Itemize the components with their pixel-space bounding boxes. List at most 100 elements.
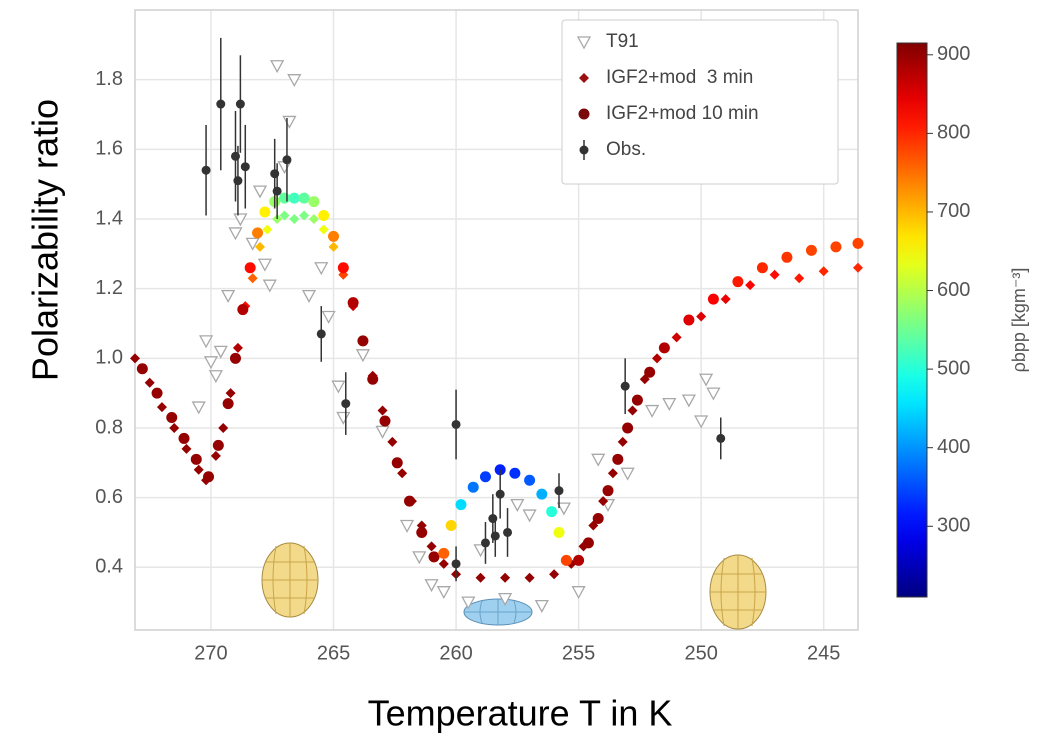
data-point [607,468,618,479]
data-point [490,531,500,541]
data-point [403,495,415,507]
data-point [645,404,660,418]
data-point [495,489,505,499]
data-point [438,558,449,569]
data-point [683,314,695,326]
colorbar-tick-label: 600 [937,279,970,301]
prolate-icon [709,554,767,630]
data-point [169,422,180,433]
data-point [451,419,461,429]
data-point [254,241,265,252]
data-point [331,380,346,394]
data-point [387,436,398,447]
oblate-icon [463,598,533,626]
data-point [617,436,628,447]
plot-frame [134,9,859,631]
data-point [252,227,264,239]
data-point [480,538,490,548]
legend-label: IGF2+mod 3 min [606,67,753,88]
data-point [210,450,221,461]
data-point [522,509,537,523]
x-axis-label: Temperature T in K [368,693,673,734]
data-point [201,165,211,175]
colorbar-tick-label: 700 [937,200,970,222]
data-point [282,155,292,165]
data-point [166,412,178,424]
y-tick-label: 1.2 [95,277,123,299]
data-point [428,551,440,563]
colorbar-tick-label: 500 [937,357,970,379]
data-point [573,554,585,566]
data-point [509,467,521,479]
data-point [191,401,206,415]
data-point [598,496,609,507]
data-point [136,363,148,375]
data-point [696,311,707,322]
data-point [622,422,634,434]
data-point [245,237,260,251]
legend-marker [578,108,590,120]
data-point [229,352,241,364]
data-point [259,206,271,218]
data-point [336,411,351,425]
data-point [592,513,604,525]
data-point [203,356,219,370]
data-point [178,432,190,444]
data-point [151,387,163,399]
data-point [475,572,486,583]
data-point [156,402,167,413]
data-point [612,453,624,465]
data-point [355,349,371,363]
data-point [706,387,721,401]
x-tick-label: 255 [562,642,595,664]
legend-label: IGF2+mod 10 min [606,103,759,124]
data-point [662,397,677,411]
data-point [233,176,243,186]
data-point [707,293,719,305]
data-point [658,342,670,354]
data-point [416,526,428,538]
data-point [212,439,224,451]
data-point [438,547,450,559]
colorbar-tick-label: 900 [937,43,970,65]
data-point [732,276,744,288]
data-point [391,457,403,469]
data-point [426,541,437,552]
data-point [479,471,491,483]
data-point [193,464,204,475]
y-axis-label: Polarizability ratio [25,99,66,381]
data-point [357,335,369,347]
data-point [347,297,359,309]
data-point [244,262,256,274]
data-point [337,262,349,274]
data-point [399,519,415,533]
data-point [720,294,731,305]
legend-marker [576,36,592,50]
data-point [602,485,614,497]
data-point [379,415,391,427]
y-tick-label: 0.8 [95,416,123,438]
data-point [397,468,408,479]
legend-label: T91 [606,31,639,52]
data-point [235,99,245,109]
prolate-icon [261,542,319,618]
data-point [144,377,155,388]
data-point [591,453,606,467]
colorbar-tick-label: 800 [937,122,970,144]
data-point [377,405,388,416]
data-point [181,443,192,454]
data-point [556,502,571,516]
data-point [213,345,228,359]
legend-box [561,19,839,185]
data-point [375,425,390,439]
data-point [208,370,223,384]
data-point [233,213,248,227]
colorbar-tick-label: 400 [937,436,970,458]
data-point [222,398,234,410]
data-point [252,185,268,199]
colorbar-tick-label: 300 [937,515,970,537]
data-point [203,471,215,483]
data-point [546,506,558,518]
data-point [279,210,290,221]
data-point [288,192,300,204]
